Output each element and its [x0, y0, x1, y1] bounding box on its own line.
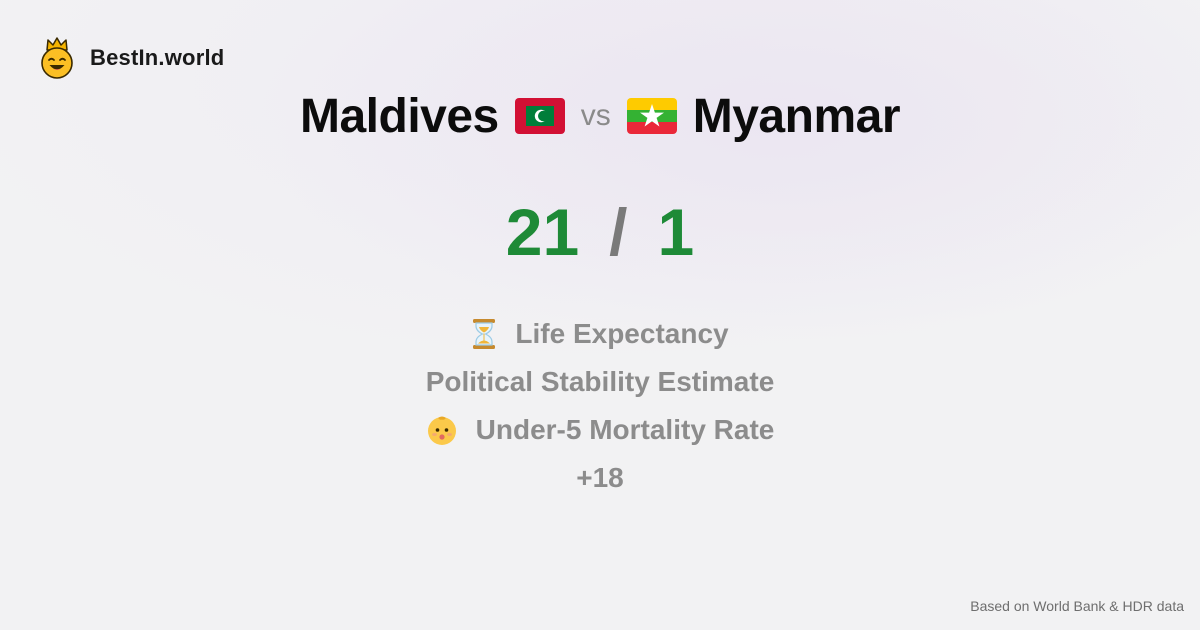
- metric-political-stability[interactable]: Political Stability Estimate: [426, 358, 775, 406]
- right-score: 1: [657, 195, 695, 269]
- metrics-list: Life Expectancy Political Stability Esti…: [0, 310, 1200, 502]
- baby-icon: [427, 416, 456, 445]
- metric-under5-mortality[interactable]: Under-5 Mortality Rate: [426, 406, 775, 454]
- metric-life-expectancy[interactable]: Life Expectancy: [471, 310, 729, 358]
- metric-label: Life Expectancy: [515, 318, 729, 349]
- score-separator: /: [609, 195, 628, 269]
- score-row: 21 / 1: [0, 192, 1200, 272]
- brand-name: BestIn.world: [90, 45, 225, 70]
- right-country-name[interactable]: Myanmar: [692, 89, 901, 143]
- maldives-flag-icon: [514, 98, 565, 134]
- myanmar-flag-icon: [626, 98, 677, 134]
- vs-label: vs: [580, 99, 611, 132]
- more-metrics-count[interactable]: +18: [576, 462, 624, 493]
- source-note: Based on World Bank & HDR data: [970, 598, 1184, 614]
- hourglass-icon: [473, 319, 496, 349]
- left-score: 21: [505, 195, 580, 269]
- metric-label: Under-5 Mortality Rate: [475, 414, 775, 445]
- metric-label: Political Stability Estimate: [425, 366, 775, 397]
- comparison-title: Maldives vs Myanmar: [0, 86, 1200, 146]
- left-country-name[interactable]: Maldives: [299, 89, 499, 143]
- brand[interactable]: BestIn.world: [38, 36, 224, 80]
- crown-smiley-icon: [41, 37, 73, 79]
